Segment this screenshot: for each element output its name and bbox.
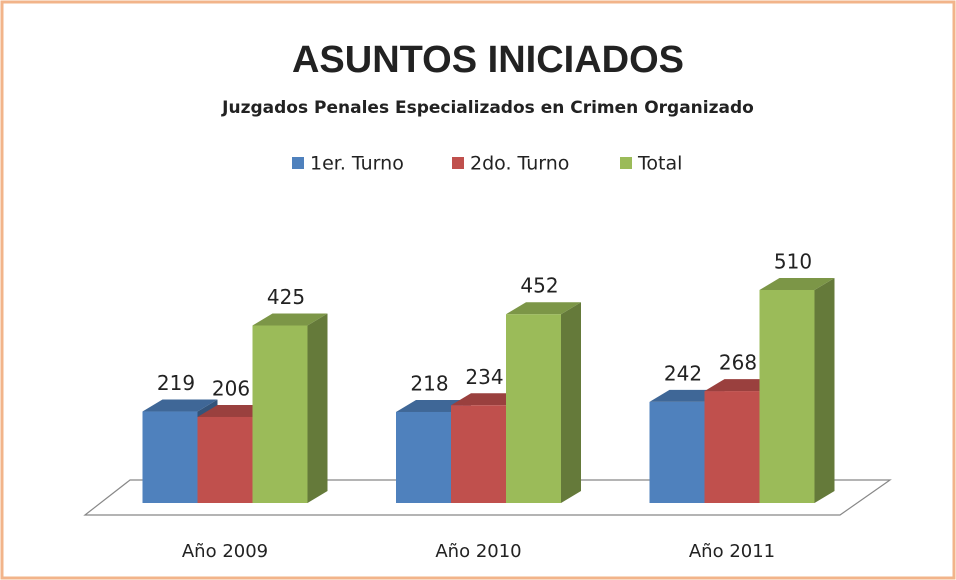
- data-label: 425: [267, 285, 305, 309]
- bar-front: [451, 405, 506, 503]
- legend-label: Total: [637, 153, 682, 175]
- bar-side: [561, 302, 581, 503]
- bar-front: [704, 391, 760, 503]
- bar-side: [814, 278, 835, 503]
- bar-top: [759, 278, 835, 290]
- data-label: 242: [664, 361, 702, 385]
- bar-top: [252, 313, 328, 326]
- data-label: 510: [774, 250, 812, 274]
- data-label: 234: [465, 365, 503, 389]
- data-label: 218: [410, 371, 448, 395]
- legend-label: 1er. Turno: [310, 153, 404, 175]
- bar: [759, 278, 835, 503]
- x-tick-label: Año 2011: [689, 541, 775, 562]
- chart-title: ASUNTOS INICIADOS: [292, 39, 684, 81]
- bar: [506, 302, 581, 503]
- legend-swatch: [292, 157, 304, 169]
- legend-label: 2do. Turno: [470, 153, 569, 175]
- data-label: 206: [212, 376, 250, 400]
- x-tick-label: Año 2010: [435, 541, 521, 562]
- bar-front: [252, 325, 308, 503]
- bar-front: [759, 290, 815, 503]
- chart-subtitle: Juzgados Penales Especializados en Crime…: [221, 98, 754, 118]
- bar-side: [307, 313, 328, 503]
- data-label: 452: [520, 274, 558, 298]
- bar-top: [506, 302, 581, 315]
- bar-front: [506, 314, 561, 503]
- bar-front: [197, 416, 253, 503]
- bar-top: [142, 399, 218, 412]
- bar-front: [142, 411, 198, 503]
- x-tick-label: Año 2009: [182, 541, 268, 562]
- data-label: 268: [719, 351, 757, 375]
- bar: [252, 313, 328, 503]
- legend-swatch: [452, 157, 464, 169]
- bar-front: [396, 411, 451, 503]
- legend-swatch: [620, 157, 632, 169]
- bar-front: [649, 401, 705, 503]
- data-label: 219: [157, 371, 195, 395]
